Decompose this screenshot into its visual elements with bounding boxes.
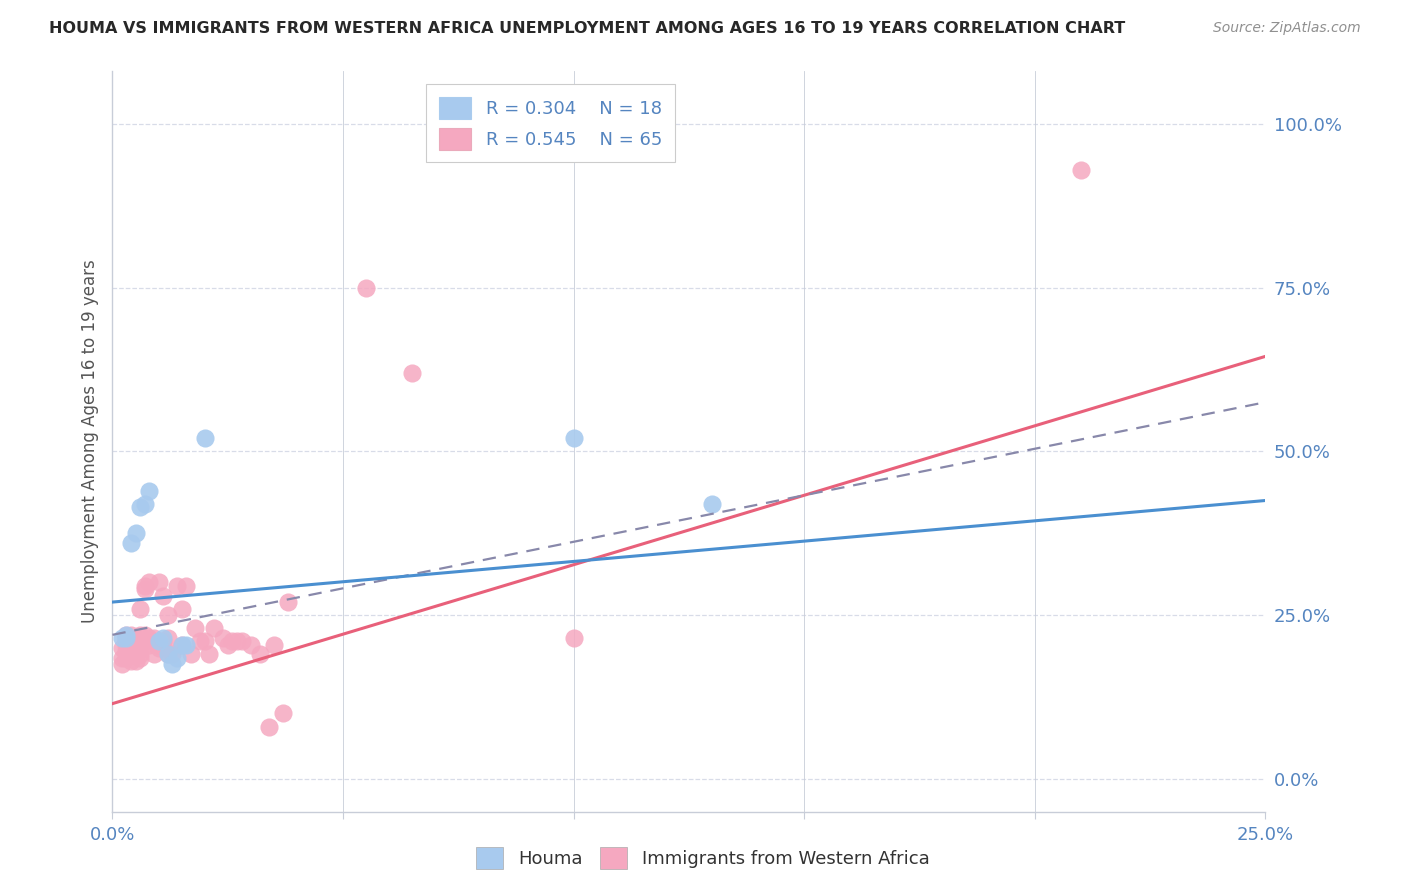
Point	[134, 634, 156, 648]
Point	[138, 575, 160, 590]
Point	[120, 648, 142, 662]
Point	[129, 601, 152, 615]
Point	[143, 648, 166, 662]
Point	[162, 657, 184, 672]
Point	[156, 648, 179, 662]
Point	[180, 648, 202, 662]
Point	[170, 638, 193, 652]
Point	[1070, 162, 1092, 177]
Point	[700, 497, 723, 511]
Point	[166, 579, 188, 593]
Point	[111, 657, 134, 672]
Text: Source: ZipAtlas.com: Source: ZipAtlas.com	[1213, 21, 1361, 36]
Point	[156, 631, 179, 645]
Point	[111, 640, 134, 655]
Point	[212, 631, 235, 645]
Point	[115, 631, 138, 645]
Point	[129, 634, 152, 648]
Point	[156, 648, 179, 662]
Legend: Houma, Immigrants from Western Africa: Houma, Immigrants from Western Africa	[470, 839, 936, 876]
Point	[124, 648, 146, 662]
Point	[231, 634, 253, 648]
Point	[170, 638, 193, 652]
Point	[152, 631, 174, 645]
Point	[115, 644, 138, 658]
Point	[115, 650, 138, 665]
Point	[111, 650, 134, 665]
Point	[115, 638, 138, 652]
Point	[263, 638, 285, 652]
Point	[148, 634, 170, 648]
Point	[184, 621, 207, 635]
Point	[124, 654, 146, 668]
Point	[259, 720, 281, 734]
Point	[134, 579, 156, 593]
Point	[194, 634, 217, 648]
Point	[134, 628, 156, 642]
Point	[124, 634, 146, 648]
Point	[120, 536, 142, 550]
Point	[124, 526, 146, 541]
Point	[138, 638, 160, 652]
Point	[115, 628, 138, 642]
Point	[115, 631, 138, 645]
Point	[239, 638, 262, 652]
Point	[129, 650, 152, 665]
Point	[138, 483, 160, 498]
Y-axis label: Unemployment Among Ages 16 to 19 years: Unemployment Among Ages 16 to 19 years	[80, 260, 98, 624]
Point	[120, 628, 142, 642]
Point	[143, 631, 166, 645]
Point	[217, 638, 239, 652]
Point	[170, 601, 193, 615]
Point	[562, 631, 585, 645]
Point	[401, 366, 423, 380]
Point	[148, 640, 170, 655]
Point	[174, 638, 197, 652]
Point	[221, 634, 243, 648]
Point	[166, 650, 188, 665]
Point	[156, 608, 179, 623]
Point	[111, 631, 134, 645]
Point	[174, 579, 197, 593]
Point	[194, 431, 217, 445]
Point	[148, 638, 170, 652]
Point	[226, 634, 249, 648]
Point	[115, 628, 138, 642]
Point	[148, 575, 170, 590]
Point	[202, 621, 225, 635]
Point	[129, 628, 152, 642]
Point	[562, 431, 585, 445]
Point	[124, 631, 146, 645]
Point	[249, 648, 271, 662]
Point	[271, 706, 294, 721]
Point	[120, 631, 142, 645]
Point	[198, 648, 221, 662]
Point	[134, 497, 156, 511]
Text: HOUMA VS IMMIGRANTS FROM WESTERN AFRICA UNEMPLOYMENT AMONG AGES 16 TO 19 YEARS C: HOUMA VS IMMIGRANTS FROM WESTERN AFRICA …	[49, 21, 1125, 37]
Point	[162, 648, 184, 662]
Point	[152, 589, 174, 603]
Point	[188, 634, 211, 648]
Point	[354, 280, 377, 294]
Point	[129, 648, 152, 662]
Point	[138, 631, 160, 645]
Point	[129, 500, 152, 514]
Point	[120, 654, 142, 668]
Point	[134, 582, 156, 596]
Point	[115, 634, 138, 648]
Legend: R = 0.304    N = 18, R = 0.545    N = 65: R = 0.304 N = 18, R = 0.545 N = 65	[426, 84, 675, 162]
Point	[277, 595, 299, 609]
Point	[152, 634, 174, 648]
